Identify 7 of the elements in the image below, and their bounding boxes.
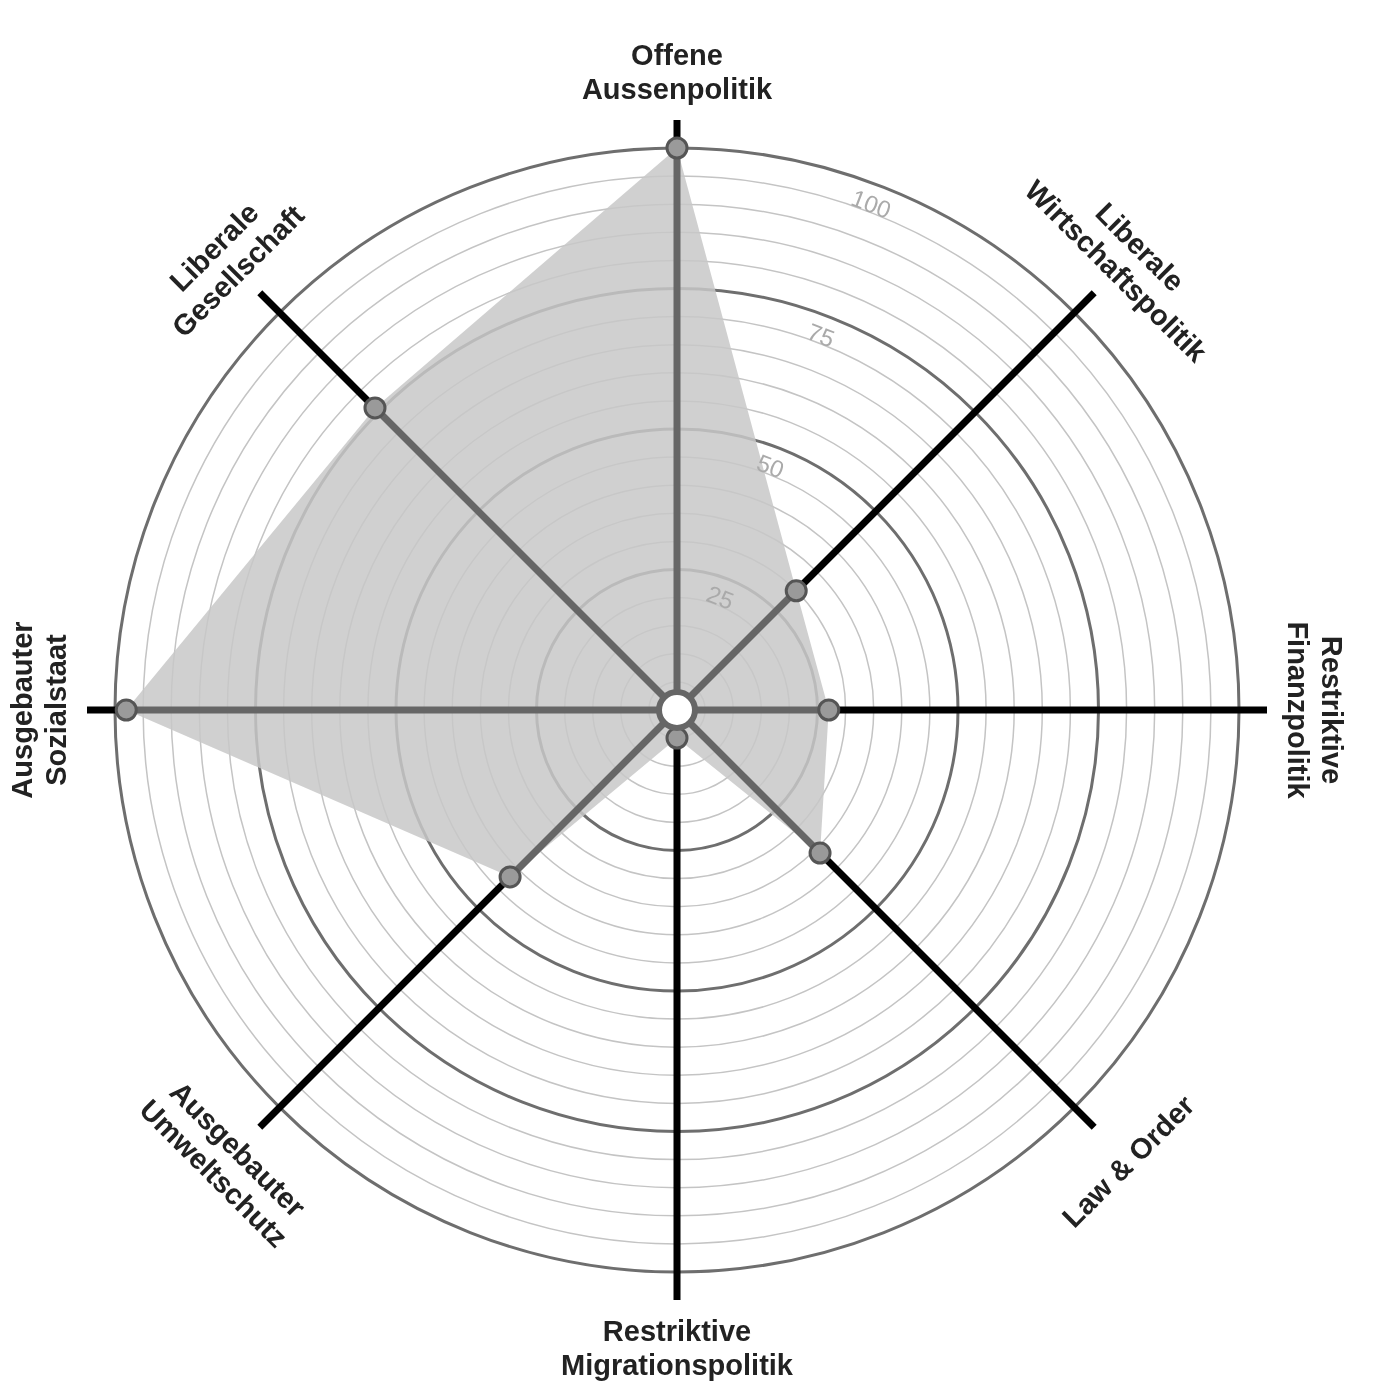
y-tick-label: 100 [847,184,895,224]
spoke-label: Restriktive Finanzpolitik [1281,621,1348,800]
y-tick-label: 50 [753,448,788,484]
spoke-label: Ausgebauter Sozialstaat [6,621,73,799]
y-tick-label: 75 [803,317,839,353]
spoke-label: Offene Aussenpolitik [581,39,773,106]
spoke-label: Restriktive Migrationspolitik [561,1315,794,1382]
